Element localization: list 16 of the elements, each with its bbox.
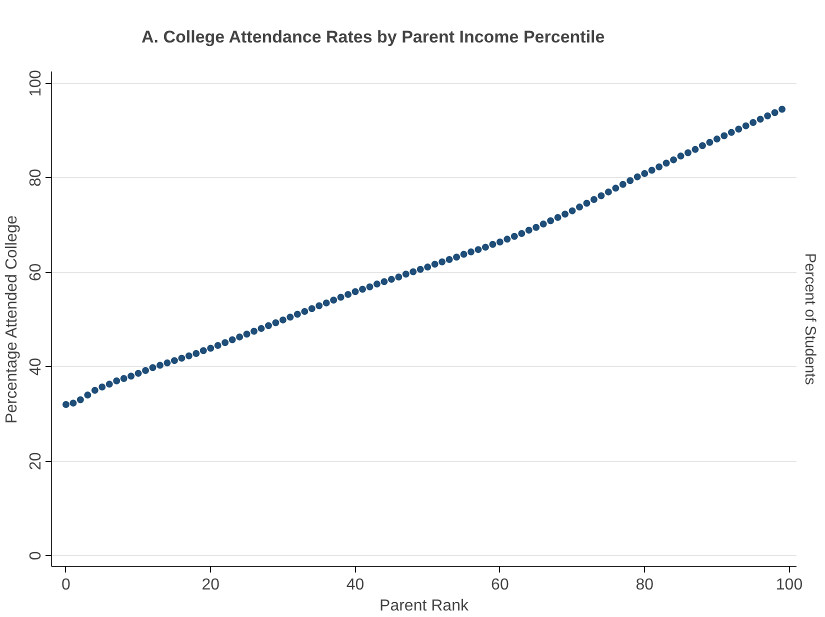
y-tick-label: 80 bbox=[28, 168, 44, 187]
x-tick-label: 80 bbox=[636, 576, 654, 594]
x-tick-label: 100 bbox=[776, 576, 803, 594]
y-tick-label: 100 bbox=[28, 70, 44, 97]
y-tick-label: 60 bbox=[28, 263, 44, 282]
x-tick-label: 60 bbox=[491, 576, 509, 594]
y-tick-label: 40 bbox=[28, 358, 44, 376]
x-tick-label: 0 bbox=[62, 576, 71, 594]
chart-title: A. College Attendance Rates by Parent Income Percentile bbox=[142, 28, 605, 46]
x-tick-label: 20 bbox=[202, 576, 220, 594]
x-axis-title: Parent Rank bbox=[380, 598, 470, 614]
text: Percent of Students bbox=[802, 253, 818, 385]
y-tick-label: 20 bbox=[28, 452, 44, 470]
x-tick-label: 40 bbox=[346, 576, 364, 594]
y-axis-title: Percentage Attended College bbox=[4, 215, 20, 424]
y-tick-label: 0 bbox=[28, 551, 44, 560]
